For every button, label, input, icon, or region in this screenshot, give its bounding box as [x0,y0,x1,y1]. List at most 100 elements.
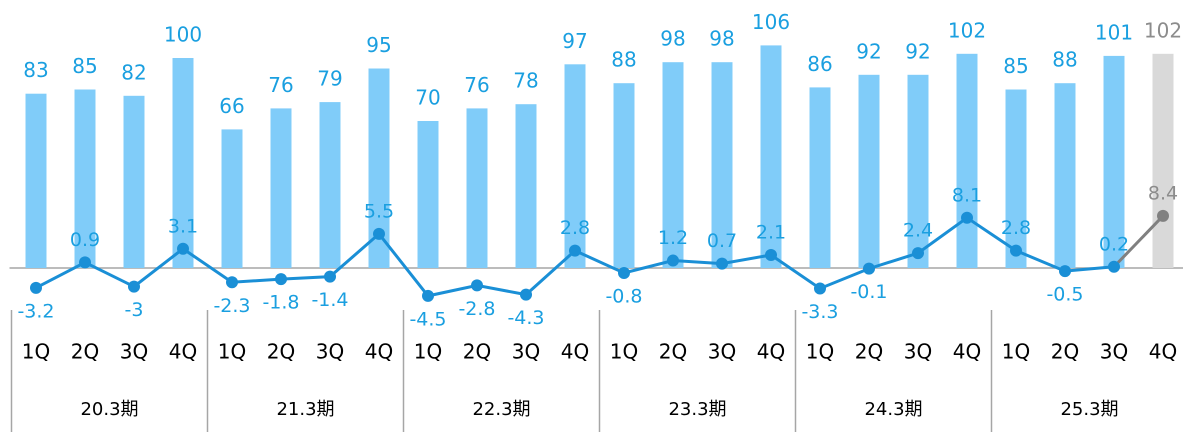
line-point [912,247,924,260]
bar [172,58,194,268]
group-label: 22.3期 [472,399,530,420]
line-point [422,289,434,302]
line-label: 0.9 [70,229,100,251]
line-point [1108,260,1120,273]
group-label: 20.3期 [80,399,138,420]
line-label: 0.7 [707,230,737,252]
x-tick-label: 2Q [659,340,687,364]
bar [221,129,243,268]
x-tick-label: 3Q [708,340,736,364]
x-tick-label: 3Q [904,340,932,364]
line-label: -4.3 [507,307,544,329]
bar [1152,53,1174,268]
bar-label: 76 [268,73,293,97]
bar [368,68,390,268]
line-label: -4.5 [409,308,446,330]
bar [466,108,488,269]
line-point [1059,265,1071,278]
line-point [1157,209,1169,222]
x-tick-label: 4Q [1149,340,1177,364]
x-tick-label: 1Q [806,340,834,364]
line-point [716,257,728,270]
bar [1103,55,1125,269]
line-label: 0.2 [1099,233,1129,255]
bar-label: 92 [905,39,930,63]
line-label: 1.2 [658,227,688,249]
bar-label: 98 [709,27,734,51]
bar-label: 88 [611,48,636,72]
line-label: -0.8 [605,285,642,307]
bar-label: 101 [1095,20,1133,44]
x-tick-label: 3Q [1100,340,1128,364]
line-point [275,273,287,286]
line-label: -0.5 [1046,284,1083,306]
x-tick-label: 2Q [855,340,883,364]
x-tick-label: 4Q [757,340,785,364]
bar-label: 66 [219,94,244,118]
bar [515,104,537,268]
bar-label: 76 [464,73,489,97]
bar [123,95,145,268]
line-point [324,270,336,283]
line-point [128,280,140,293]
bar-label: 95 [366,33,391,57]
line-label: 5.5 [364,200,394,222]
bar [662,62,684,269]
bar [319,102,341,268]
line-point [30,281,42,294]
x-tick-label: 1Q [1002,340,1030,364]
x-tick-label: 4Q [561,340,589,364]
x-tick-label: 1Q [218,340,246,364]
x-tick-label: 4Q [169,340,197,364]
line-point [618,266,630,279]
line-label: 8.1 [952,184,982,206]
line-label: 2.1 [756,221,786,243]
line-point [226,276,238,289]
bar-label: 78 [513,69,538,93]
line-point [1010,244,1022,257]
x-tick-label: 4Q [953,340,981,364]
x-tick-label: 3Q [512,340,540,364]
group-label: 21.3期 [276,399,334,420]
line-label: 3.1 [168,215,198,237]
x-tick-label: 1Q [610,340,638,364]
line-label: -3.3 [801,301,838,323]
bar [417,121,439,268]
line-label: -2.8 [458,298,495,320]
bar-label: 85 [72,54,97,78]
x-tick-label: 1Q [414,340,442,364]
line-label: 8.4 [1148,182,1178,204]
line-point [961,211,973,224]
x-tick-label: 2Q [71,340,99,364]
line-point [863,262,875,275]
x-tick-label: 3Q [316,340,344,364]
bar-label: 106 [752,10,790,34]
line-label: -3.2 [17,300,54,322]
x-tick-label: 2Q [1051,340,1079,364]
line-label: 2.8 [1001,217,1031,239]
line-point [177,242,189,255]
group-label: 24.3期 [864,399,922,420]
bar [907,74,929,268]
bar [270,108,292,269]
bar-label: 102 [1144,18,1182,42]
bar-label: 79 [317,67,342,91]
x-tick-label: 2Q [267,340,295,364]
line-label: 2.4 [903,220,933,242]
bar-label: 85 [1003,54,1028,78]
bar-label: 100 [164,23,202,47]
bar-label: 97 [562,29,587,53]
bar-label: 83 [23,58,48,82]
x-tick-label: 3Q [120,340,148,364]
bar-label: 82 [121,60,146,84]
bar [1054,83,1076,268]
line-point [373,227,385,240]
line-label: -3 [125,299,144,321]
bar [858,74,880,268]
bar-label: 92 [856,39,881,63]
bar [25,93,47,268]
bar [760,45,782,269]
bar [956,53,978,268]
line-label: -0.1 [850,281,887,303]
